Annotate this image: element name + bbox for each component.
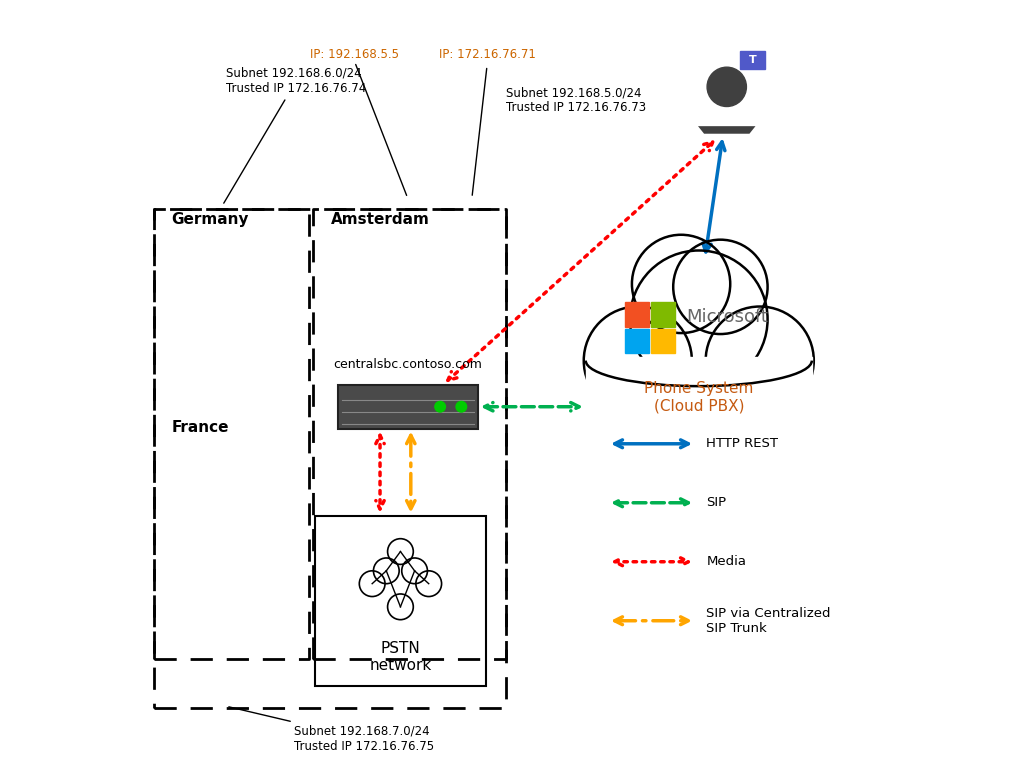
Circle shape (456, 402, 466, 412)
Text: IP: 192.168.5.5: IP: 192.168.5.5 (310, 48, 400, 61)
Text: SIP: SIP (707, 496, 726, 509)
Bar (624, 329, 649, 353)
Text: Germany: Germany (172, 213, 250, 228)
Text: France: France (172, 420, 229, 436)
Bar (315, 515, 486, 686)
Text: Amsterdam: Amsterdam (331, 213, 429, 228)
Bar (651, 302, 676, 326)
Bar (338, 385, 478, 429)
Circle shape (583, 307, 692, 414)
Text: Subnet 192.168.6.0/24
Trusted IP 172.16.76.74: Subnet 192.168.6.0/24 Trusted IP 172.16.… (224, 67, 367, 203)
Bar (651, 329, 676, 353)
Text: Phone System
(Cloud PBX): Phone System (Cloud PBX) (644, 381, 754, 413)
Text: centralsbc.contoso.com: centralsbc.contoso.com (334, 358, 483, 371)
Text: Microsoft: Microsoft (687, 307, 768, 326)
Circle shape (632, 235, 730, 333)
Text: IP: 172.16.76.71: IP: 172.16.76.71 (439, 48, 535, 61)
Circle shape (630, 250, 767, 388)
Text: PSTN
network: PSTN network (370, 641, 431, 673)
Circle shape (706, 307, 813, 414)
Circle shape (674, 240, 767, 334)
Text: T: T (749, 55, 757, 65)
Bar (624, 302, 649, 326)
Bar (740, 52, 765, 70)
Text: SIP via Centralized
SIP Trunk: SIP via Centralized SIP Trunk (707, 606, 831, 635)
Circle shape (434, 402, 446, 412)
Text: Subnet 192.168.7.0/24
Trusted IP 172.16.76.75: Subnet 192.168.7.0/24 Trusted IP 172.16.… (229, 707, 434, 753)
Polygon shape (698, 126, 756, 134)
Text: HTTP REST: HTTP REST (707, 437, 778, 450)
Circle shape (708, 68, 747, 106)
Bar (585, 357, 811, 417)
Text: Media: Media (707, 556, 747, 568)
Text: Subnet 192.168.5.0/24
Trusted IP 172.16.76.73: Subnet 192.168.5.0/24 Trusted IP 172.16.… (506, 86, 646, 114)
